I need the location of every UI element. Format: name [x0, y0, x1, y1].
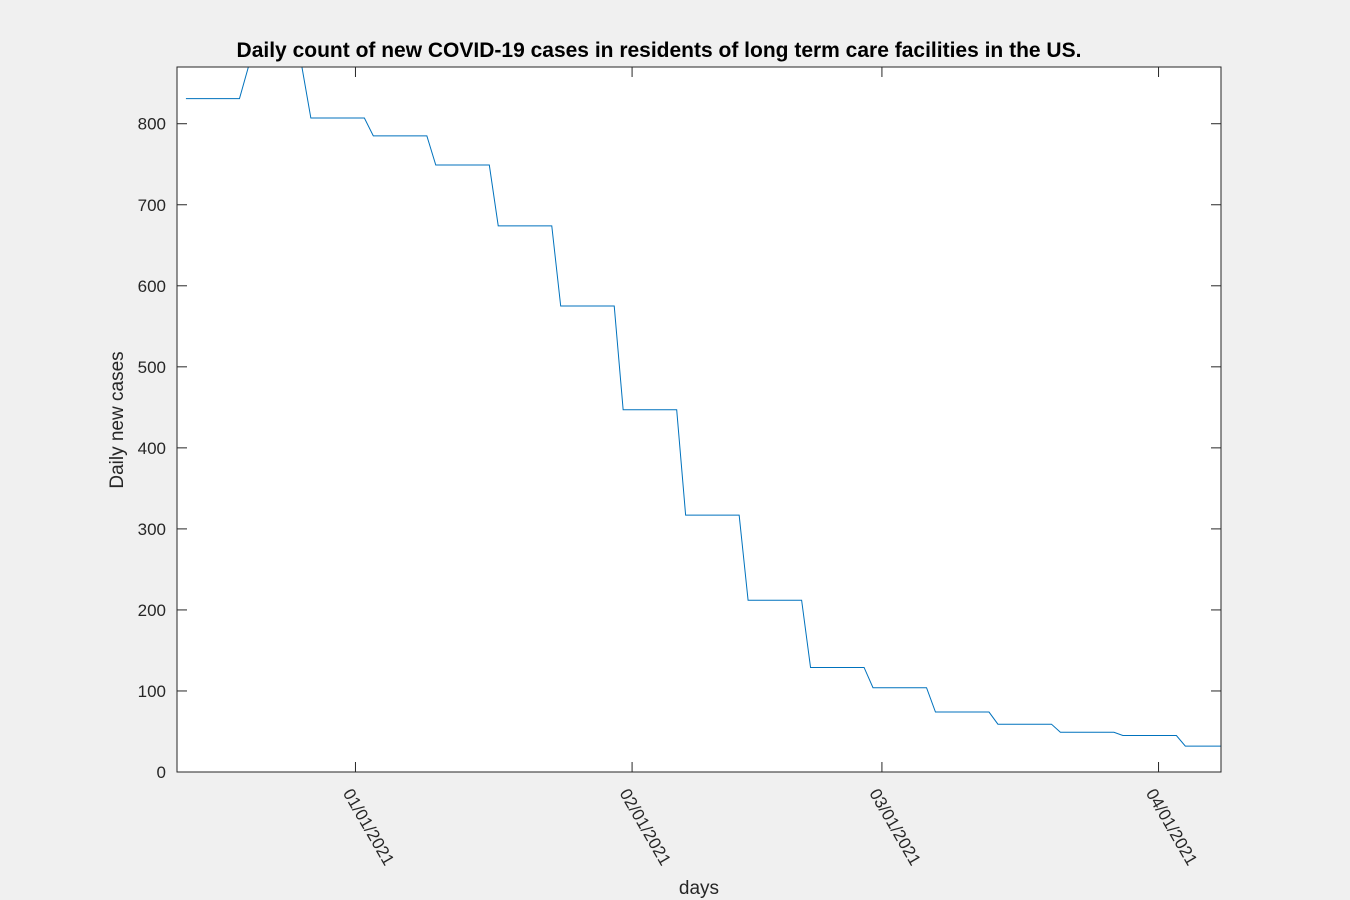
series-layer	[185, 66, 1221, 747]
y-tick-label: 200	[138, 601, 166, 620]
y-tick-label: 600	[138, 277, 166, 296]
y-tick-label: 400	[138, 439, 166, 458]
x-tick-label: 04/01/2021	[1142, 786, 1201, 869]
x-tick-label: 01/01/2021	[339, 786, 398, 869]
y-axis-label: Daily new cases	[107, 351, 128, 488]
plot-frame	[176, 66, 1222, 773]
plot-area	[177, 67, 1221, 772]
y-tick-label: 800	[138, 115, 166, 134]
y-tick-label: 700	[138, 196, 166, 215]
y-tick-label: 100	[138, 682, 166, 701]
y-tick-label: 0	[157, 763, 166, 782]
y-tick-label: 300	[138, 520, 166, 539]
y-axis-ticks: 0 100 200 300 400 500 600 700 800	[138, 115, 1221, 782]
y-tick-label: 500	[138, 358, 166, 377]
series-line-0	[185, 66, 1221, 747]
x-tick-label: 02/01/2021	[616, 786, 675, 869]
x-axis-label: days	[679, 878, 719, 899]
chart-title: Daily count of new COVID-19 cases in res…	[237, 39, 1082, 62]
x-tick-label: 03/01/2021	[865, 786, 924, 869]
